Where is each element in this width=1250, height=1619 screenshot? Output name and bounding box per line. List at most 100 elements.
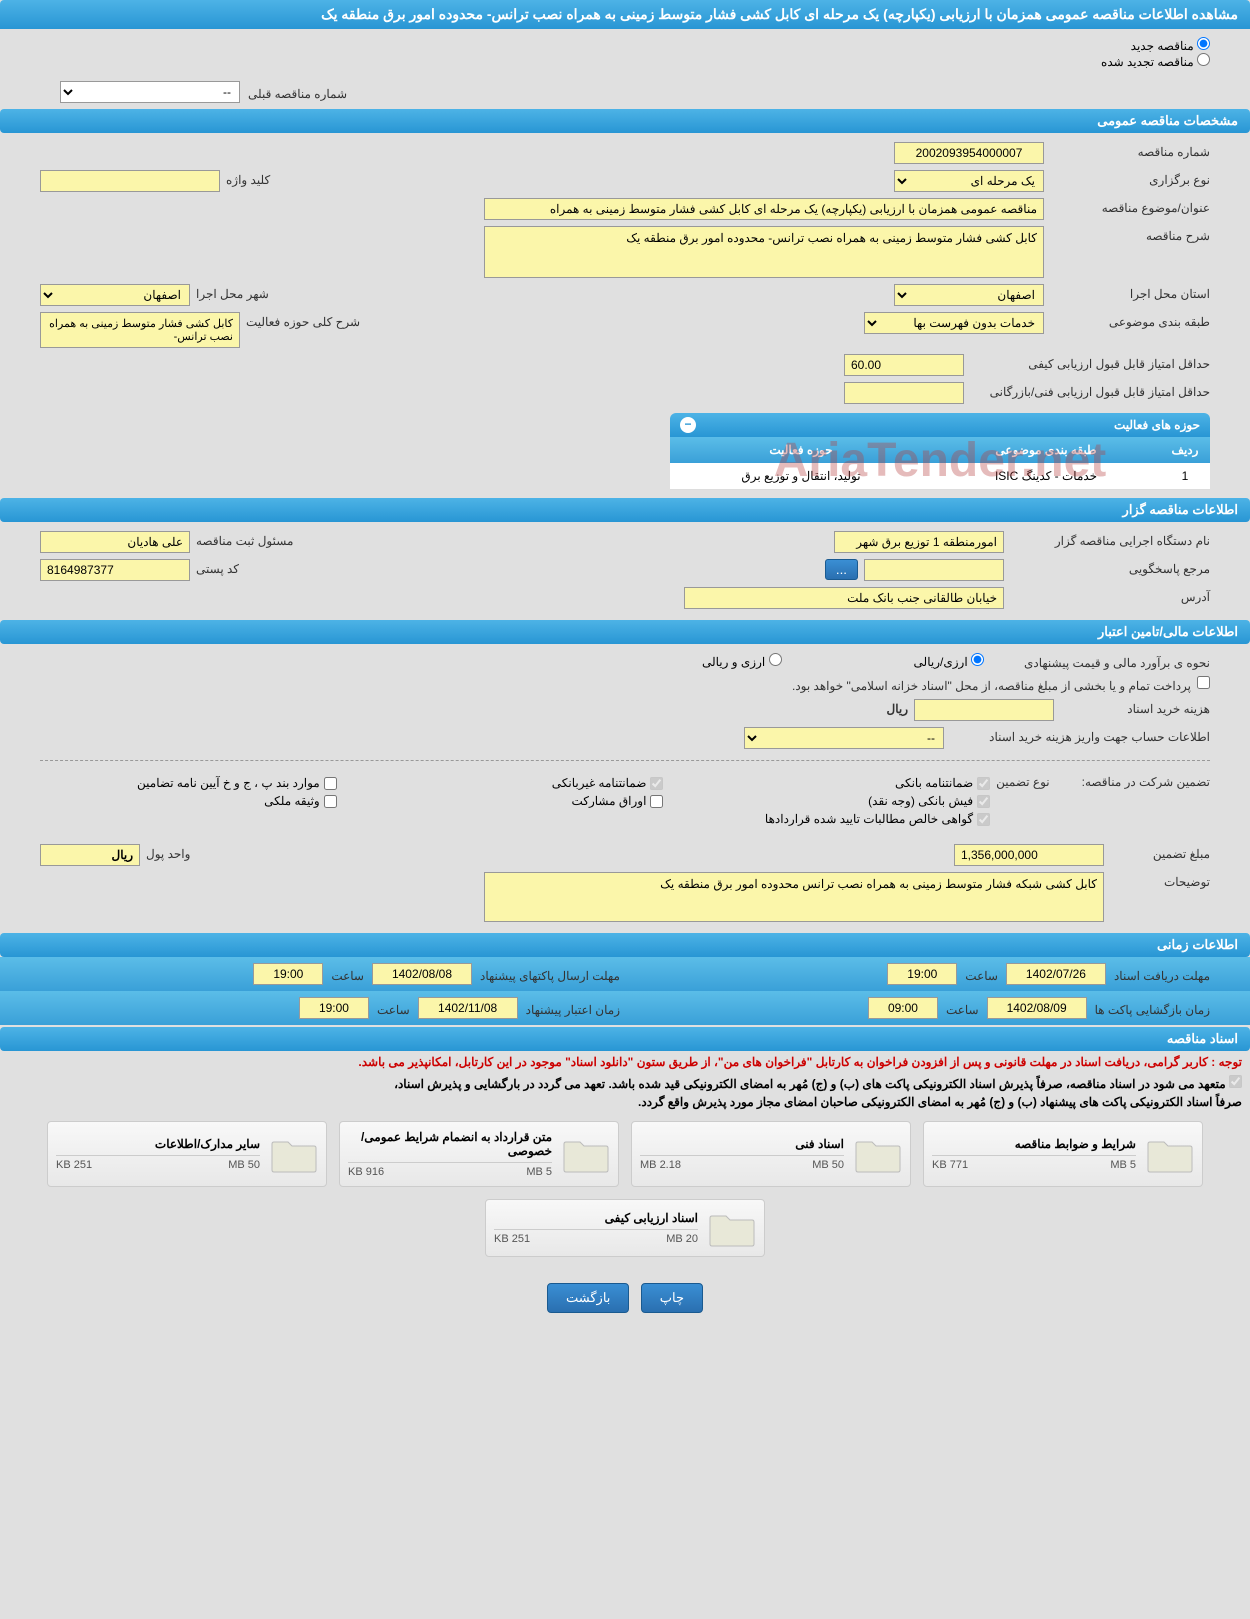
cb-label: ضمانتنامه بانکی xyxy=(895,776,973,790)
input-min-tech-score[interactable] xyxy=(844,382,964,404)
input-tender-number[interactable] xyxy=(894,142,1044,164)
radio-currency[interactable]: ارزی و ریالی xyxy=(702,653,782,669)
radio-currency-label: ارزی و ریالی xyxy=(702,655,765,669)
select-holding-type[interactable]: یک مرحله ای xyxy=(894,170,1044,192)
textarea-description[interactable]: کابل کشی فشار متوسط زمینی به همراه نصب ت… xyxy=(484,226,1044,278)
doc-limit: 5 MB xyxy=(1110,1159,1136,1171)
back-button[interactable]: بازگشت xyxy=(547,1283,629,1313)
label-responder: مرجع پاسخگویی xyxy=(1010,559,1210,576)
checkbox-treasury-payment[interactable] xyxy=(1197,676,1210,689)
input-receive-date[interactable] xyxy=(1006,963,1106,985)
cell-row: 1 xyxy=(1160,463,1210,490)
label-description: شرح مناقصه xyxy=(1050,226,1210,243)
input-envelope-send-time[interactable] xyxy=(253,963,323,985)
input-title[interactable] xyxy=(484,198,1044,220)
print-button[interactable]: چاپ xyxy=(641,1283,703,1313)
doc-used: 251 KB xyxy=(494,1233,530,1245)
label-account-info: اطلاعات حساب جهت واریز هزینه خرید اسناد xyxy=(950,727,1210,744)
doc-title: اسناد ارزیابی کیفی xyxy=(494,1211,698,1225)
input-currency-unit[interactable] xyxy=(40,844,140,866)
notice-black-1-text: متعهد می شود در اسناد مناقصه، صرفاً پذیر… xyxy=(394,1077,1226,1091)
input-bid-validity-date[interactable] xyxy=(418,997,518,1019)
separator xyxy=(40,760,1210,761)
activity-table-wrap: حوزه های فعالیت − ردیف طبقه بندی موضوعی … xyxy=(670,413,1210,490)
cb-nonbank-guarantee[interactable] xyxy=(650,777,663,790)
cb-receivables[interactable] xyxy=(977,813,990,826)
input-responder[interactable] xyxy=(864,559,1004,581)
th-scope: حوزه فعالیت xyxy=(670,437,932,463)
input-bid-validity-time[interactable] xyxy=(299,997,369,1019)
table-row: 1 خدمات - کدینگ ISIC تولید، انتقال و توز… xyxy=(670,463,1210,490)
input-envelope-open-time[interactable] xyxy=(868,997,938,1019)
responder-lookup-button[interactable]: ... xyxy=(825,559,858,580)
doc-title: اسناد فنی xyxy=(640,1137,844,1151)
footer-buttons: چاپ بازگشت xyxy=(0,1267,1250,1329)
doc-used: 251 KB xyxy=(56,1159,92,1171)
input-envelope-send-date[interactable] xyxy=(372,963,472,985)
section-documents-header: اسناد مناقصه xyxy=(0,1027,1250,1051)
doc-limit: 50 MB xyxy=(228,1159,260,1171)
label-subject-class: طبقه بندی موضوعی xyxy=(1050,312,1210,329)
doc-card[interactable]: اسناد فنی 50 MB2.18 MB xyxy=(631,1121,911,1187)
cb-bonds[interactable] xyxy=(650,795,663,808)
th-row: ردیف xyxy=(1160,437,1210,463)
input-keyword[interactable] xyxy=(40,170,220,192)
input-address[interactable] xyxy=(684,587,1004,609)
input-executive-body[interactable] xyxy=(834,531,1004,553)
activity-table: ردیف طبقه بندی موضوعی حوزه فعالیت 1 خدما… xyxy=(670,437,1210,490)
radio-new-tender[interactable]: مناقصه جدید xyxy=(1131,39,1210,53)
select-exec-province[interactable]: اصفهان xyxy=(894,284,1044,306)
doc-card[interactable]: اسناد ارزیابی کیفی 20 MB251 KB xyxy=(485,1199,765,1257)
label-min-tech-score: حداقل امتیاز قابل قبول ارزیابی فنی/بازرگ… xyxy=(970,382,1210,399)
doc-limit: 5 MB xyxy=(526,1166,552,1178)
label-time: ساعت xyxy=(946,1000,979,1017)
input-envelope-open-date[interactable] xyxy=(987,997,1087,1019)
prev-number-label: شماره مناقصه قبلی xyxy=(248,84,347,101)
doc-used: 771 KB xyxy=(932,1159,968,1171)
input-registrar[interactable] xyxy=(40,531,190,553)
input-postal-code[interactable] xyxy=(40,559,190,581)
label-payment-note: پرداخت تمام و یا بخشی از مبلغ مناقصه، از… xyxy=(792,676,1191,693)
cell-scope: تولید، انتقال و توزیع برق xyxy=(670,463,932,490)
input-guarantee-amount[interactable] xyxy=(954,844,1104,866)
select-subject-class[interactable]: خدمات بدون فهرست بها xyxy=(864,312,1044,334)
collapse-icon[interactable]: − xyxy=(680,417,696,433)
label-guarantee-type: نوع تضمین xyxy=(996,772,1049,789)
doc-used: 916 KB xyxy=(348,1166,384,1178)
input-receive-time[interactable] xyxy=(887,963,957,985)
timing-row-2: زمان بازگشایی پاکت ها ساعت زمان اعتبار پ… xyxy=(0,991,1250,1025)
doc-title: متن قرارداد به انضمام شرایط عمومی/خصوصی xyxy=(348,1130,552,1158)
input-min-quality-score[interactable] xyxy=(844,354,964,376)
textarea-activity-scope[interactable]: کابل کشی فشار متوسط زمینی به همراه نصب ت… xyxy=(40,312,240,348)
activity-table-title: حوزه های فعالیت xyxy=(1114,418,1200,432)
select-exec-city[interactable]: اصفهان xyxy=(40,284,190,306)
doc-card[interactable]: متن قرارداد به انضمام شرایط عمومی/خصوصی … xyxy=(339,1121,619,1187)
label-guarantee-participation: تضمین شرکت در مناقصه: xyxy=(1082,772,1210,789)
cb-bylaw[interactable] xyxy=(324,777,337,790)
select-account-info[interactable]: -- xyxy=(744,727,944,749)
folder-icon xyxy=(854,1134,902,1174)
radio-new-label: مناقصه جدید xyxy=(1131,39,1194,53)
doc-card[interactable]: شرایط و ضوابط مناقصه 5 MB 771 KB xyxy=(923,1121,1203,1187)
label-keyword: کلید واژه xyxy=(226,170,270,187)
doc-title: شرایط و ضوابط مناقصه xyxy=(932,1137,1136,1151)
input-purchase-cost[interactable] xyxy=(914,699,1054,721)
folder-icon xyxy=(562,1134,610,1174)
cb-commitment[interactable] xyxy=(1229,1075,1242,1088)
cb-bank-receipt[interactable] xyxy=(977,795,990,808)
documents-grid: شرایط و ضوابط مناقصه 5 MB 771 KB اسناد فن… xyxy=(0,1111,1250,1267)
textarea-notes[interactable]: کابل کشی شبکه فشار متوسط زمینی به همراه … xyxy=(484,872,1104,922)
prev-number-select[interactable]: -- xyxy=(60,81,240,103)
radio-renewed-tender[interactable]: مناقصه تجدید شده xyxy=(1101,55,1210,69)
label-guarantee-amount: مبلغ تضمین xyxy=(1110,844,1210,861)
doc-card[interactable]: سایر مدارک/اطلاعات 50 MB251 KB xyxy=(47,1121,327,1187)
label-receive-deadline: مهلت دریافت اسناد xyxy=(1114,966,1210,983)
label-rial-unit: ریال xyxy=(886,699,908,716)
section-timing-header: اطلاعات زمانی xyxy=(0,933,1250,957)
folder-icon xyxy=(270,1134,318,1174)
cb-bank-guarantee[interactable] xyxy=(977,777,990,790)
label-exec-city: شهر محل اجرا xyxy=(196,284,269,301)
cb-property[interactable] xyxy=(324,795,337,808)
notice-black-2: صرفاً اسناد الکترونیکی پاکت های پیشنهاد … xyxy=(0,1093,1250,1111)
radio-rial[interactable]: ارزی/ریالی xyxy=(914,653,984,669)
